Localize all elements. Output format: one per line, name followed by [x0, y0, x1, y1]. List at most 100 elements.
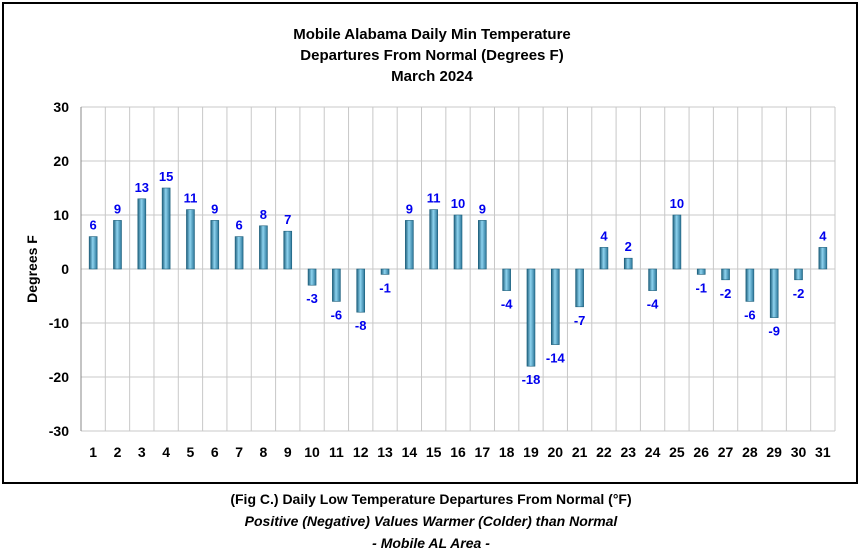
bar [88, 236, 98, 270]
chart-frame: Mobile Alabama Daily Min Temperature Depa… [2, 2, 858, 484]
data-label: -1 [379, 280, 391, 295]
x-axis: 1 2 3 4 5 6 7 8 9 10 11 12 13 14 15 16 17 18 19 20 21 22 23 24 2… [89, 444, 831, 460]
bar [234, 236, 244, 270]
bar [575, 268, 584, 308]
data-label: -1 [695, 280, 707, 295]
data-label: 11 [184, 191, 198, 206]
bar [794, 268, 803, 281]
bar [453, 214, 463, 270]
y-tick-label: -20 [49, 369, 69, 385]
x-tick-label: 17 [475, 444, 491, 460]
x-tick-label: 1 [89, 444, 97, 460]
data-label: -4 [501, 297, 513, 312]
data-label: 11 [427, 191, 441, 206]
caption-line-2: Positive (Negative) Values Warmer (Colde… [244, 513, 618, 529]
x-tick-label: 5 [187, 444, 195, 460]
x-tick-label: 23 [620, 444, 636, 460]
data-label: 9 [114, 201, 121, 216]
data-label: 9 [406, 201, 413, 216]
x-tick-label: 16 [450, 444, 466, 460]
bar [599, 247, 609, 270]
bar [478, 220, 487, 270]
x-tick-label: 21 [572, 444, 588, 460]
bar [332, 268, 341, 302]
bar [623, 257, 633, 270]
data-label: -2 [793, 286, 805, 301]
data-label: -6 [744, 307, 756, 322]
y-tick-label: 30 [53, 99, 69, 115]
bar [721, 268, 730, 281]
bar [818, 247, 828, 270]
data-label: 7 [284, 212, 291, 227]
data-label: -18 [522, 372, 541, 387]
x-tick-label: 13 [377, 444, 393, 460]
x-tick-label: 24 [645, 444, 661, 460]
x-tick-label: 30 [791, 444, 807, 460]
y-axis-label: Degrees F [24, 235, 40, 303]
x-tick-label: 14 [402, 444, 418, 460]
data-label: -8 [355, 318, 367, 333]
bar [307, 268, 317, 286]
bar [259, 225, 268, 270]
x-tick-label: 7 [235, 444, 243, 460]
bar [161, 187, 171, 270]
bar [672, 214, 682, 270]
gridlines [80, 106, 836, 432]
x-tick-label: 15 [426, 444, 442, 460]
bar [745, 268, 755, 302]
chart-title-line: Departures From Normal (Degrees F) [300, 47, 563, 64]
data-label: 10 [451, 196, 465, 211]
x-tick-label: 10 [304, 444, 320, 460]
bar [502, 268, 511, 291]
data-label: -4 [647, 297, 659, 312]
y-tick-label: 10 [53, 207, 69, 223]
x-tick-label: 18 [499, 444, 515, 460]
chart-svg: Mobile Alabama Daily Min Temperature Depa… [24, 26, 836, 460]
data-label: 6 [235, 218, 242, 233]
x-tick-label: 19 [523, 444, 539, 460]
x-tick-label: 28 [742, 444, 758, 460]
data-label: 9 [479, 201, 486, 216]
bar [113, 220, 122, 270]
chart-title: Mobile Alabama Daily Min Temperature Depa… [293, 26, 571, 85]
bar [283, 230, 293, 270]
x-tick-label: 27 [718, 444, 734, 460]
caption-line-3: - Mobile AL Area - [372, 535, 490, 551]
x-tick-label: 31 [815, 444, 831, 460]
x-tick-label: 3 [138, 444, 146, 460]
data-label: 8 [260, 207, 267, 222]
x-tick-label: 11 [329, 444, 344, 460]
data-label: 6 [90, 218, 97, 233]
bars [88, 187, 828, 367]
bar [405, 220, 414, 270]
y-tick-label: 20 [53, 153, 69, 169]
bar [526, 268, 536, 367]
x-tick-label: 4 [162, 444, 170, 460]
y-tick-label: -30 [49, 423, 69, 439]
bar [186, 209, 195, 270]
bar [380, 268, 390, 275]
data-label: -9 [768, 324, 780, 339]
x-tick-label: 25 [669, 444, 685, 460]
chart-title-line: Mobile Alabama Daily Min Temperature [293, 26, 571, 43]
y-axis: 30 20 10 0 -10 -20 -30 Degrees F [24, 99, 82, 439]
y-tick-label: 0 [61, 261, 69, 277]
data-label: 15 [159, 169, 173, 184]
chart-title-line: March 2024 [391, 68, 473, 85]
bar [356, 268, 366, 313]
bar [550, 268, 560, 345]
x-tick-label: 6 [211, 444, 219, 460]
data-label: -3 [306, 291, 318, 306]
x-tick-label: 2 [114, 444, 122, 460]
data-label: 2 [625, 239, 632, 254]
x-tick-label: 29 [766, 444, 782, 460]
bar [648, 268, 657, 291]
x-tick-label: 22 [596, 444, 612, 460]
data-label: 4 [600, 228, 608, 243]
data-label: 10 [670, 196, 684, 211]
data-label: 9 [211, 201, 218, 216]
y-tick-label: -10 [49, 315, 69, 331]
bar [696, 268, 706, 275]
x-tick-label: 20 [548, 444, 564, 460]
